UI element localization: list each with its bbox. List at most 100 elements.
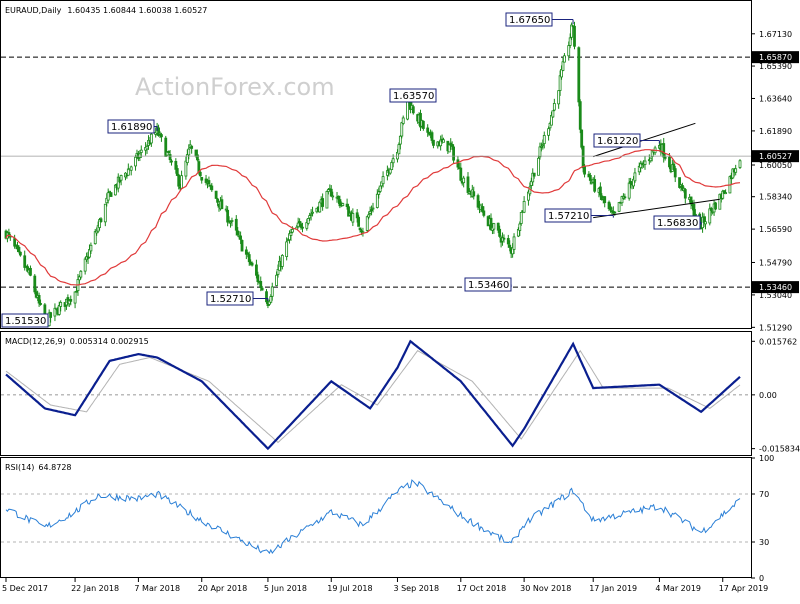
candle <box>738 159 742 170</box>
annotation-value: 1.57210 <box>548 211 589 222</box>
candle <box>83 257 87 275</box>
candle <box>578 99 582 134</box>
candle <box>633 167 637 183</box>
date-tick-label: 17 Oct 2018 <box>457 584 506 593</box>
candle <box>442 137 445 143</box>
candle <box>259 276 263 292</box>
annotation-label: 1.57210 <box>544 208 614 223</box>
support-level-tag <box>752 51 799 64</box>
price-tick-label: 1.56590 <box>759 225 792 234</box>
candle <box>357 214 361 227</box>
macd-main-line <box>5 339 741 451</box>
candle <box>377 187 381 199</box>
candle <box>613 211 617 216</box>
candle <box>709 206 713 216</box>
annotation-label: 1.53460 <box>464 277 512 292</box>
annotation-value: 1.67650 <box>509 15 550 26</box>
candle <box>187 144 191 160</box>
price-axis: 1.67130 1.65390 1.63640 1.61890 1.60050 1.583… <box>751 30 792 332</box>
annotation-value: 1.52710 <box>210 294 251 305</box>
candle <box>537 155 540 176</box>
candle <box>255 259 258 279</box>
candle <box>459 162 463 182</box>
annotation-value: 1.61890 <box>111 122 152 133</box>
candle <box>557 90 561 109</box>
candle <box>570 22 574 41</box>
candle <box>581 145 585 173</box>
price-tick-label: 1.53040 <box>759 291 792 300</box>
candle <box>351 208 355 227</box>
candle <box>103 203 107 227</box>
candle <box>98 217 101 231</box>
rsi-values: 64.8728 <box>38 463 71 472</box>
candle <box>577 46 581 107</box>
candle <box>381 171 385 188</box>
date-tick-label: 7 Mar 2018 <box>134 584 180 593</box>
annotation-labels: 1.67650 1.63570 1.61890 1.61220 1.57210 1.568… <box>1 12 702 328</box>
candle <box>367 211 371 220</box>
trendlines <box>593 122 720 219</box>
candle <box>301 222 304 233</box>
trendline <box>593 122 696 158</box>
candle <box>452 144 455 164</box>
candle <box>627 177 631 201</box>
candle <box>508 240 512 252</box>
macd-header-text: MACD(12,26,9) 0.005314 0.002915 <box>5 337 149 346</box>
candle <box>643 156 647 170</box>
candle <box>214 190 218 199</box>
price-tick-label: 1.58340 <box>759 193 792 202</box>
candle <box>275 271 278 287</box>
candle <box>401 115 405 126</box>
candle <box>721 189 725 200</box>
candle <box>548 121 552 131</box>
candle <box>59 300 63 312</box>
candle <box>724 189 728 195</box>
rsi-tick-label: 0 <box>759 574 764 583</box>
candle <box>239 231 242 245</box>
date-axis: 5 Dec 2017 22 Jan 2018 7 Mar 2018 20 Apr 20… <box>2 578 768 593</box>
candle <box>519 211 523 226</box>
watermark: ActionForex.com <box>135 73 335 101</box>
date-tick-label: 20 Apr 2018 <box>198 584 247 593</box>
moving-average-line <box>5 149 741 286</box>
macd-panel-frame <box>0 331 752 456</box>
candle <box>603 196 607 208</box>
candle <box>568 33 572 49</box>
candle <box>240 239 244 252</box>
macd-axis: 0.015762 0.00 -0.015834 <box>1 337 800 454</box>
candle <box>623 193 627 200</box>
candle <box>106 188 110 204</box>
candle <box>276 264 280 278</box>
date-tick-label: 17 Jan 2019 <box>589 584 637 593</box>
candle <box>561 57 565 72</box>
candle <box>256 271 260 286</box>
candle <box>560 65 563 80</box>
support-level-label: 1.53460 <box>759 283 792 292</box>
date-tick-label: 17 Apr 2019 <box>719 584 768 593</box>
candle <box>371 202 375 213</box>
candle <box>663 154 667 161</box>
candle <box>108 190 112 193</box>
price-tick-label: 1.63640 <box>759 94 792 103</box>
annotation-value: 1.56830 <box>657 218 698 229</box>
candle <box>37 292 41 307</box>
last-price-marker: 1.60527 <box>1 150 799 163</box>
candle <box>49 311 53 323</box>
macd-tick-label: -0.015834 <box>759 445 800 454</box>
price-tick-label: 1.65390 <box>759 62 792 71</box>
candle <box>563 53 566 63</box>
candle <box>99 217 103 223</box>
candle <box>365 215 369 232</box>
candle <box>17 245 21 254</box>
candle <box>210 182 214 192</box>
candle <box>260 285 264 291</box>
candle <box>502 234 506 243</box>
candle <box>73 291 77 309</box>
date-tick-label: 5 Jun 2018 <box>264 584 307 593</box>
candle <box>708 203 712 226</box>
candle <box>234 215 238 236</box>
candle <box>226 206 230 227</box>
candle <box>714 201 717 211</box>
rsi-tick-label: 30 <box>759 538 769 547</box>
